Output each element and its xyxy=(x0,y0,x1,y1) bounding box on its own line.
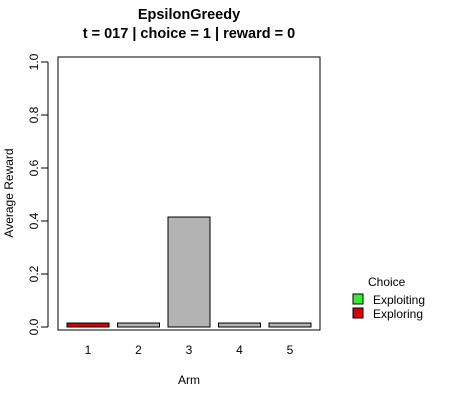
x-tick-label: 4 xyxy=(236,343,243,357)
y-tick-label: 0.2 xyxy=(27,265,41,282)
plot-frame xyxy=(57,56,321,331)
x-tick-label: 5 xyxy=(287,343,294,357)
chart-title: EpsilonGreedy xyxy=(138,7,240,23)
y-tick-label: 0.8 xyxy=(27,106,41,123)
bar-arm-4 xyxy=(218,322,261,328)
chart-subtitle: t = 017 | choice = 1 | reward = 0 xyxy=(83,26,295,42)
x-axis-label: Arm xyxy=(178,373,200,387)
x-tick-label: 3 xyxy=(186,343,193,357)
bar-arm-3 xyxy=(167,216,211,328)
bar-arm-5 xyxy=(268,322,312,328)
y-tick-label: 0.0 xyxy=(27,318,41,335)
y-tick-label: 0.4 xyxy=(27,212,41,229)
x-axis: 1 2 3 4 5 xyxy=(85,343,294,357)
legend-swatch-exploring xyxy=(352,307,364,319)
x-tick-label: 1 xyxy=(85,343,92,357)
legend-swatch-exploiting xyxy=(352,293,364,305)
bar-arm-2 xyxy=(117,322,160,328)
bar-arm-1 xyxy=(66,322,110,328)
bars-group xyxy=(66,216,312,328)
y-axis: 0.0 0.2 0.4 0.6 0.8 1.0 xyxy=(27,53,49,335)
legend-title: Choice xyxy=(368,275,406,289)
x-tick-label: 2 xyxy=(135,343,142,357)
legend-label-exploiting: Exploiting xyxy=(373,293,425,307)
y-tick-label: 1.0 xyxy=(27,53,41,70)
y-tick-label: 0.6 xyxy=(27,159,41,176)
legend-label-exploring: Exploring xyxy=(373,307,423,321)
y-axis-label: Average Reward xyxy=(2,148,16,237)
